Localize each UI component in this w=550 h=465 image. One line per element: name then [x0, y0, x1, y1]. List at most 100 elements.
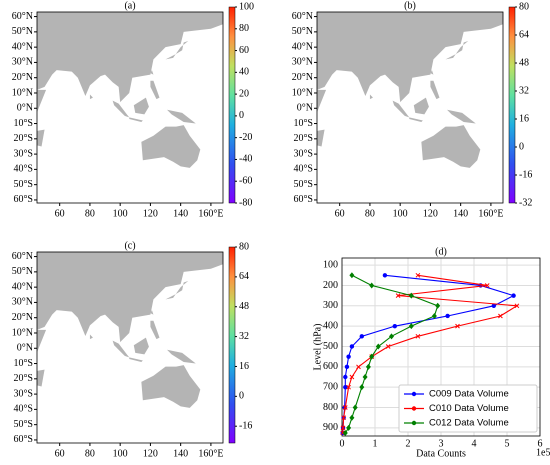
colorbar-label: 100: [239, 1, 254, 12]
frame: [36, 251, 224, 444]
x-tick-label: 160°E: [198, 208, 223, 219]
point: [359, 384, 365, 391]
y-axis-label: Level (hPa): [312, 324, 323, 371]
point: [349, 272, 355, 279]
y-tick-label: 40°S: [13, 164, 33, 175]
x-tick-label: 120: [423, 208, 438, 219]
x-tick-label: 3: [439, 438, 444, 449]
legend-label: C009 Data Volume: [429, 389, 509, 400]
x-tick-label: 60: [55, 208, 65, 219]
colorbar-label: 80: [519, 1, 529, 12]
y-tick-label: 50°N: [292, 26, 313, 37]
legend-label: C010 Data Volume: [429, 403, 509, 414]
series-line: [342, 274, 519, 433]
y-tick-label: 30°N: [292, 57, 313, 68]
y-tick-label: 20°S: [293, 133, 313, 144]
point: [445, 313, 450, 319]
point: [340, 425, 346, 431]
y-tick-label: 10°S: [13, 358, 33, 369]
colorbar-label: -16: [239, 420, 252, 431]
x-tick-label: 60: [55, 448, 65, 459]
point: [415, 272, 421, 278]
point: [346, 424, 352, 431]
x-offset-label: 1e5: [536, 447, 550, 458]
point: [343, 374, 348, 380]
y-tick-label: 0°N: [17, 103, 33, 114]
colorbar-label: 16: [519, 113, 529, 124]
point: [435, 302, 441, 309]
y-tick-label: 10°N: [12, 327, 33, 338]
panel-title: (d): [435, 246, 447, 257]
point: [359, 334, 364, 339]
y-tick-label: 50°S: [293, 179, 313, 190]
panel-title: (c): [124, 240, 135, 251]
point: [349, 344, 355, 349]
point: [342, 405, 348, 410]
y-tick-label: 40°N: [12, 281, 33, 292]
point: [365, 363, 371, 370]
colorbar-label: -80: [239, 197, 252, 208]
y-tick-label: 30°S: [293, 148, 313, 159]
map-area: [37, 12, 223, 203]
point: [352, 404, 358, 411]
x-tick-label: 6: [538, 438, 543, 449]
point: [395, 293, 401, 298]
point: [342, 429, 348, 436]
x-tick-label: 160°E: [478, 208, 503, 219]
y-tick-label: 60°N: [12, 251, 33, 262]
x-tick-label: 0: [340, 438, 345, 449]
x-tick-label: 160°E: [198, 448, 223, 459]
colorbar-label: 32: [239, 331, 249, 342]
point: [511, 293, 516, 298]
x-tick-label: 100: [113, 208, 128, 219]
y-tick-label: 30°N: [12, 297, 33, 308]
point: [375, 343, 381, 350]
y-tick-label: 60°S: [13, 194, 33, 205]
x-tick-label: 60: [335, 208, 345, 219]
y-tick-label: 200: [323, 280, 338, 291]
colorbar: [228, 246, 236, 444]
frame: [36, 11, 224, 204]
map-area: [37, 252, 223, 443]
colorbar-label: 16: [239, 361, 249, 372]
y-tick-label: 60°S: [293, 194, 313, 205]
colorbar-label: -32: [519, 197, 532, 208]
colorbar-label: -40: [239, 154, 252, 165]
point: [455, 323, 460, 329]
y-tick-label: 20°S: [13, 133, 33, 144]
point: [491, 303, 496, 309]
frame: [316, 11, 504, 204]
y-tick-label: 30°S: [13, 388, 33, 399]
x-tick-label: 4: [472, 438, 477, 449]
x-tick-label: 140: [173, 448, 188, 459]
x-axis-label: Data Counts: [416, 448, 466, 459]
legend-marker: [411, 391, 417, 397]
y-tick-label: 60°N: [12, 11, 33, 22]
colorbar-label: 60: [239, 45, 249, 56]
y-tick-label: 700: [323, 381, 338, 392]
map-area: [317, 12, 503, 203]
x-tick-label: 80: [365, 208, 375, 219]
point: [344, 364, 350, 370]
colorbar-label: 0: [519, 141, 524, 152]
legend-marker: [411, 420, 417, 426]
y-tick-label: 20°S: [13, 373, 33, 384]
y-tick-label: 10°S: [293, 118, 313, 129]
colorbar-label: 80: [239, 23, 249, 34]
point: [356, 364, 361, 370]
y-tick-label: 10°S: [13, 118, 33, 129]
point: [514, 303, 520, 309]
series-line: [344, 274, 439, 434]
y-tick-label: 800: [323, 402, 338, 413]
y-tick-label: 50°S: [13, 419, 33, 430]
x-tick-label: 80: [85, 208, 95, 219]
x-tick-label: 140: [173, 208, 188, 219]
colorbar-label: 80: [239, 241, 249, 252]
x-tick-label: 2: [406, 438, 411, 449]
point: [415, 333, 421, 339]
point: [362, 374, 368, 381]
point: [408, 292, 414, 299]
colorbar-label: -60: [239, 176, 252, 187]
point: [484, 283, 490, 288]
point: [341, 415, 347, 421]
